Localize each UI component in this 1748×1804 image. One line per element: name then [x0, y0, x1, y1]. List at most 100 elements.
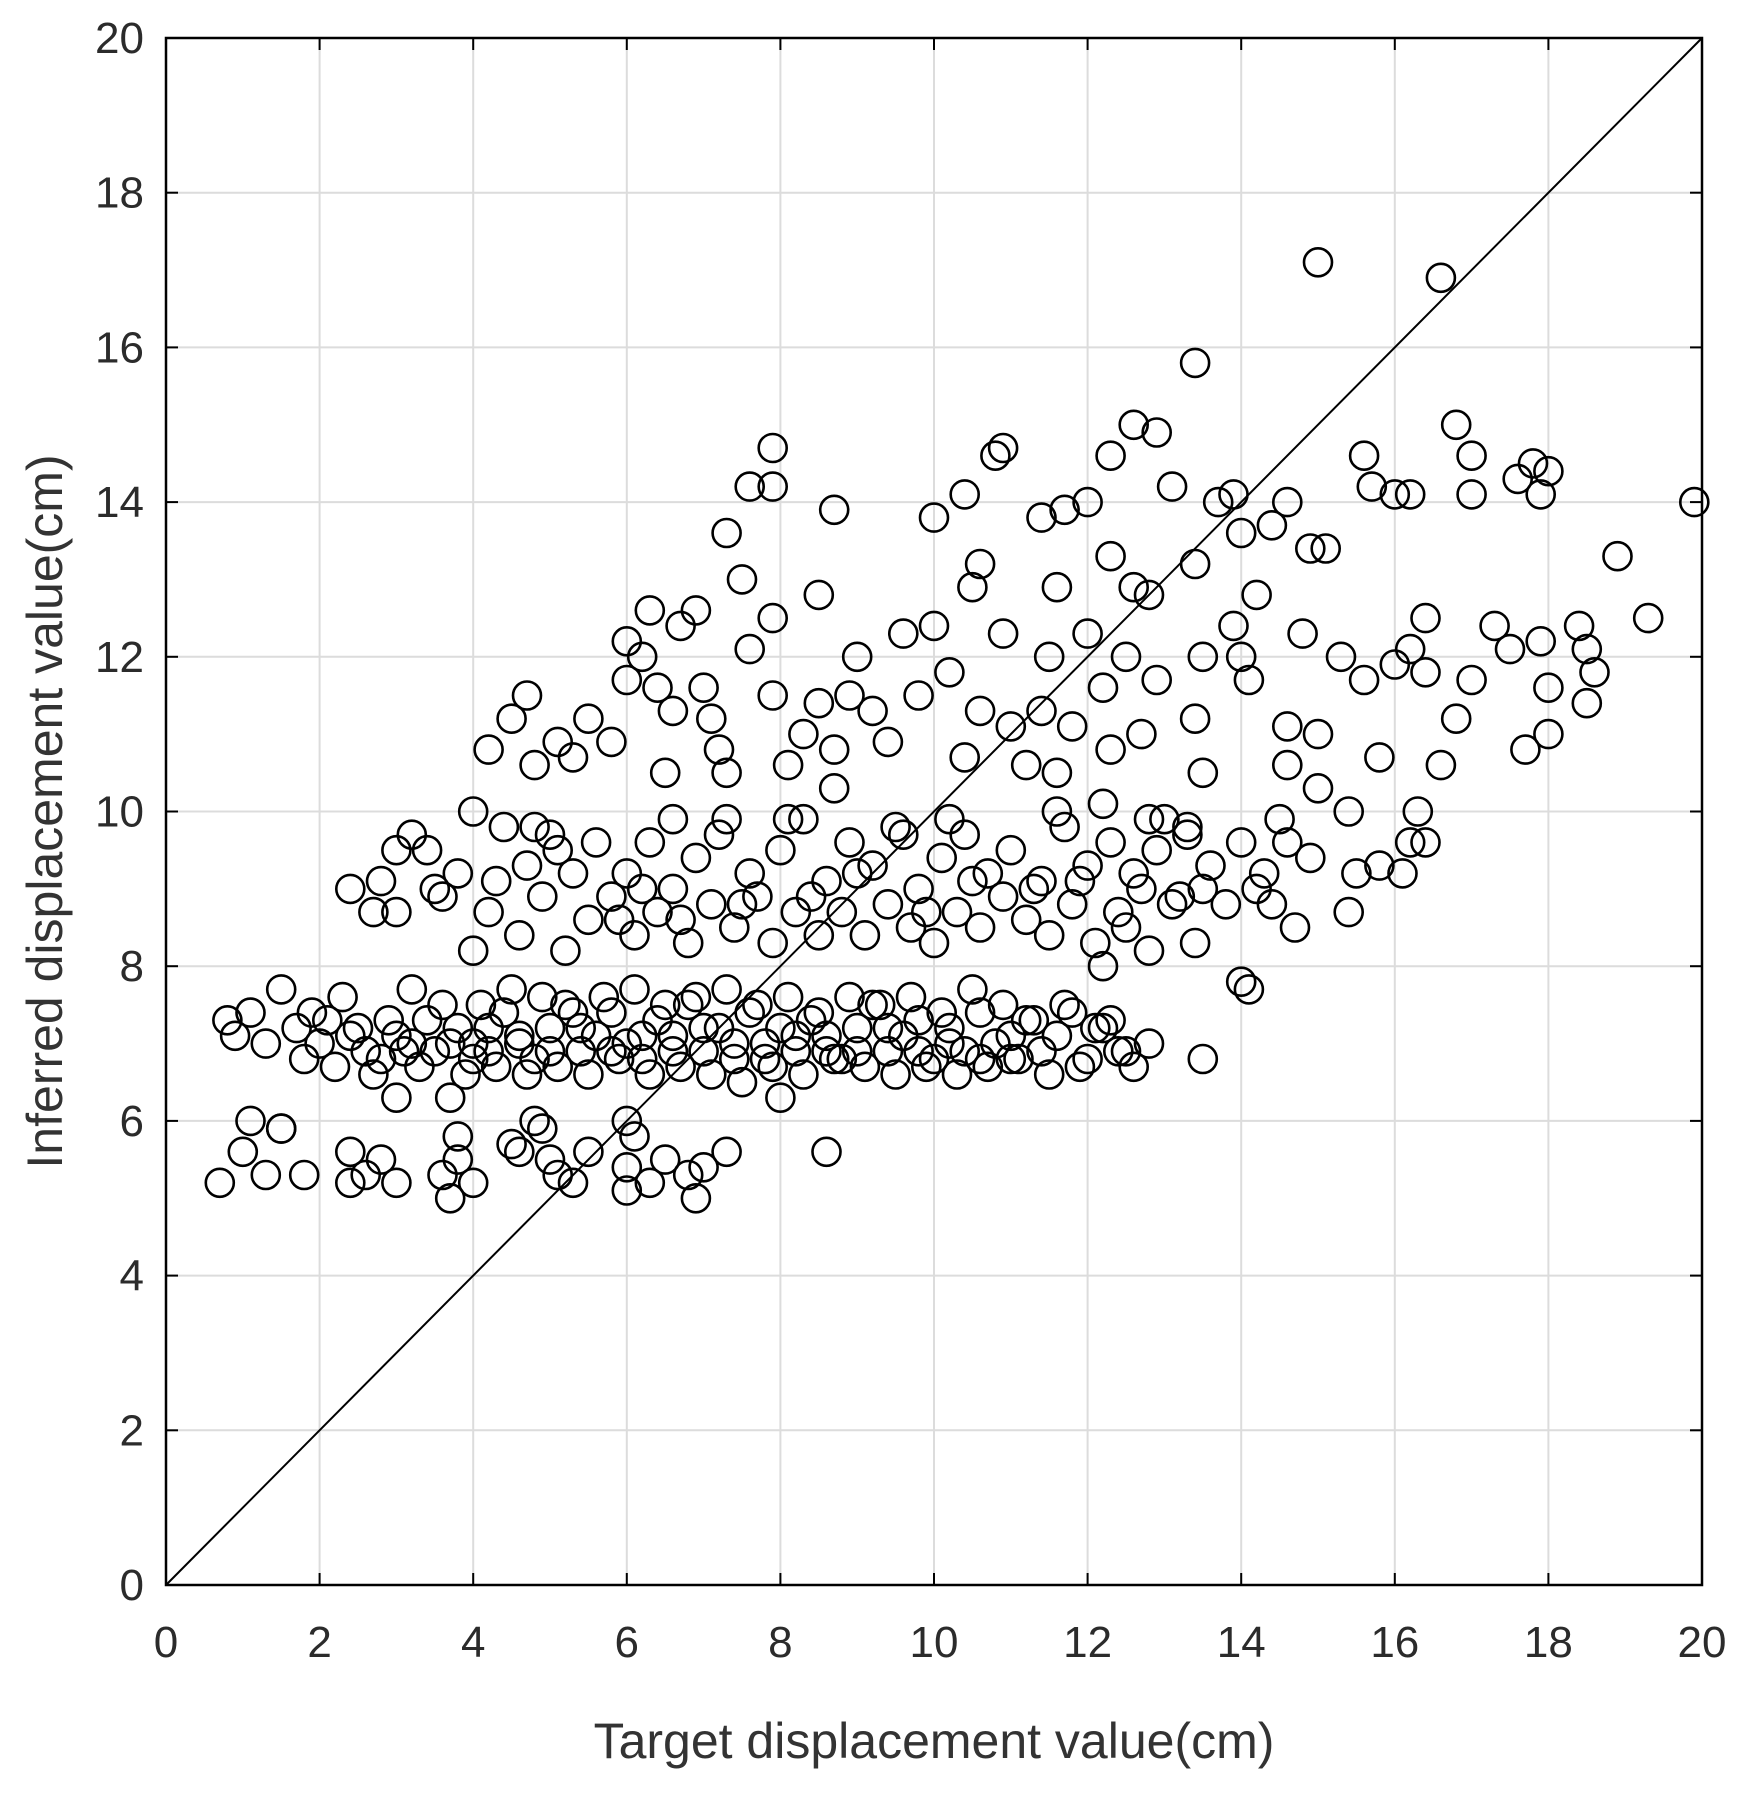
data-point — [1087, 672, 1119, 704]
data-point — [872, 1012, 904, 1044]
data-point — [442, 1012, 474, 1044]
data-point — [1187, 641, 1219, 673]
data-point — [1333, 896, 1364, 928]
data-point — [1118, 409, 1149, 441]
data-point — [665, 1051, 696, 1083]
data-point — [849, 1051, 881, 1083]
data-point — [557, 1167, 589, 1199]
data-point — [849, 919, 881, 951]
data-point — [396, 1028, 428, 1059]
data-point — [358, 1059, 389, 1090]
data-point — [304, 1028, 335, 1059]
data-point — [926, 842, 958, 874]
data-point — [1164, 881, 1196, 912]
data-point — [1010, 749, 1042, 781]
x-tick-label: 18 — [1524, 1618, 1573, 1667]
data-point — [1364, 742, 1395, 773]
data-point — [1456, 664, 1487, 696]
data-point — [957, 571, 988, 603]
data-point — [788, 803, 819, 835]
data-point — [642, 896, 673, 928]
data-point — [680, 842, 712, 874]
data-point — [772, 749, 804, 781]
data-point — [688, 672, 719, 704]
data-point — [1218, 610, 1249, 642]
data-point — [665, 904, 696, 936]
data-point — [841, 858, 873, 889]
data-point — [895, 912, 927, 943]
data-point — [1632, 602, 1664, 634]
data-point — [987, 989, 1019, 1021]
data-point — [634, 1059, 666, 1090]
data-point — [910, 1051, 942, 1083]
data-point — [711, 1136, 742, 1168]
data-point — [334, 1167, 366, 1199]
y-tick-label: 16 — [95, 323, 144, 372]
data-point — [695, 888, 727, 920]
data-point — [465, 989, 497, 1021]
data-point — [411, 1004, 443, 1036]
data-point — [980, 1028, 1011, 1059]
data-point — [872, 1036, 904, 1067]
data-point — [1179, 927, 1211, 959]
data-point — [872, 726, 904, 758]
data-point — [1394, 479, 1426, 510]
y-tick-labels: 0 2 4 6 8 10 12 14 16 18 20 — [95, 14, 144, 1610]
data-point — [734, 858, 766, 889]
data-point — [1033, 919, 1065, 951]
data-point — [1072, 1043, 1103, 1075]
data-point — [1256, 509, 1288, 541]
data-point — [1126, 718, 1157, 750]
data-point — [365, 1144, 397, 1175]
y-tick-label: 18 — [95, 169, 144, 218]
reference-line — [165, 37, 1703, 1586]
data-point — [1533, 718, 1564, 750]
data-point — [1056, 997, 1088, 1028]
data-point — [1348, 664, 1380, 696]
data-point — [949, 1036, 981, 1067]
y-tick-label: 10 — [95, 788, 144, 837]
data-point — [1571, 633, 1603, 665]
data-point — [964, 912, 996, 943]
data-point — [611, 858, 643, 889]
data-point — [1179, 703, 1211, 735]
data-point — [649, 757, 681, 789]
data-point — [411, 834, 443, 866]
data-point — [1410, 602, 1441, 634]
data-point — [1080, 927, 1111, 959]
data-point — [1479, 610, 1510, 642]
data-point — [1033, 641, 1065, 673]
data-point — [1064, 1051, 1096, 1083]
data-point — [672, 989, 704, 1021]
data-point — [949, 742, 981, 773]
data-point — [419, 873, 451, 905]
data-point — [811, 1036, 842, 1067]
data-point — [619, 974, 650, 1005]
data-point — [1272, 486, 1303, 518]
data-point — [788, 1059, 819, 1090]
data-point — [1095, 1004, 1126, 1036]
data-point — [511, 1059, 543, 1090]
data-point — [726, 564, 758, 595]
y-tick-label: 12 — [95, 633, 144, 682]
data-point — [473, 1012, 504, 1044]
data-point — [995, 834, 1027, 866]
data-point — [550, 989, 581, 1021]
data-point — [1095, 734, 1126, 765]
data-point — [1179, 548, 1211, 580]
data-point — [619, 1121, 650, 1152]
data-point — [450, 1059, 481, 1090]
data-point — [688, 1036, 719, 1067]
data-point — [204, 1167, 236, 1199]
data-point — [934, 656, 965, 688]
data-point — [795, 1004, 827, 1036]
data-point — [542, 726, 574, 758]
data-point — [1410, 827, 1441, 858]
data-point — [281, 1012, 312, 1044]
data-point — [519, 1043, 550, 1075]
data-point — [757, 1051, 789, 1083]
data-point — [665, 610, 696, 642]
data-point — [1118, 858, 1149, 889]
data-point — [1179, 347, 1211, 379]
data-point — [596, 726, 627, 758]
